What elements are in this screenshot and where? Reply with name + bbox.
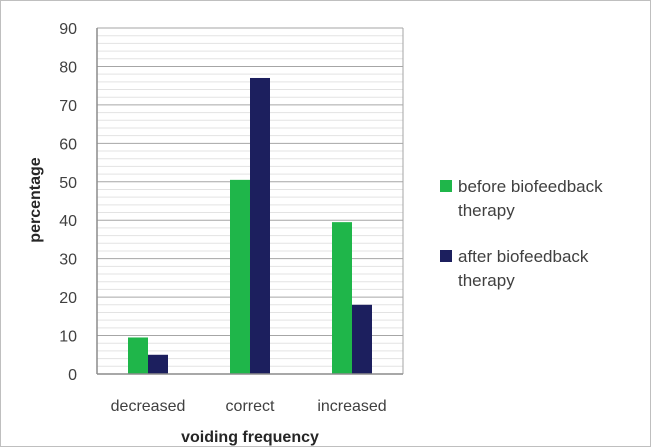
y-tick-label: 70 [59, 98, 77, 115]
y-tick-label: 50 [59, 175, 77, 192]
legend-swatch [440, 250, 452, 262]
y-tick-label: 40 [59, 213, 77, 230]
bar-after-increased [352, 304, 372, 374]
legend-label: after biofeedback [458, 247, 589, 266]
legend: before biofeedback therapy after biofeedba… [440, 177, 603, 290]
x-tick-label: decreased [111, 398, 186, 415]
y-tick-label: 0 [68, 367, 77, 384]
y-tick-label: 10 [59, 329, 77, 346]
x-axis-title: voiding frequency [181, 429, 319, 446]
bar-before-correct [230, 179, 250, 374]
legend-label: before biofeedback [458, 177, 603, 196]
bar-before-increased [332, 222, 352, 374]
bar-after-decreased [148, 354, 168, 374]
y-tick-label: 90 [59, 21, 77, 38]
bars [128, 77, 372, 374]
y-axis-title: percentage [27, 157, 44, 242]
x-tick-label: correct [226, 398, 275, 415]
bar-before-decreased [128, 337, 148, 374]
y-tick-label: 20 [59, 290, 77, 307]
legend-swatch [440, 180, 452, 192]
y-tick-label: 60 [59, 136, 77, 153]
legend-label: therapy [458, 271, 515, 290]
legend-label: therapy [458, 201, 515, 220]
y-tick-label: 80 [59, 59, 77, 76]
x-tick-label: increased [317, 398, 386, 415]
bar-after-correct [250, 77, 270, 374]
y-tick-label: 30 [59, 252, 77, 269]
axes: 0 10 20 30 40 50 60 70 80 90 decreased correct incre… [59, 21, 403, 415]
